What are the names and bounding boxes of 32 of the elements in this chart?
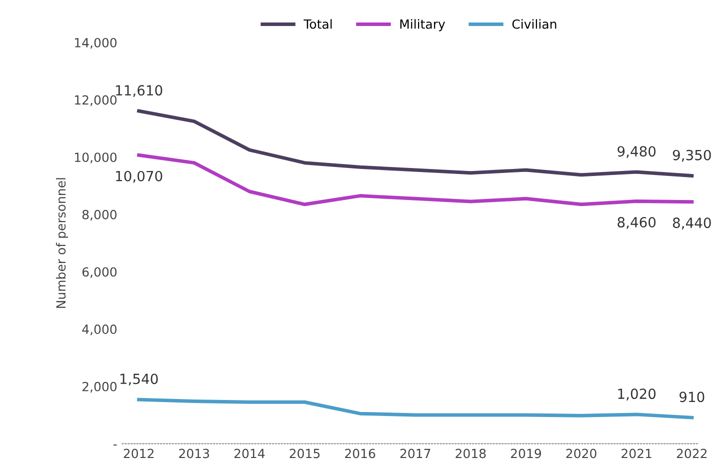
y-tick-label: 10,000 bbox=[75, 152, 117, 164]
x-tick-label: 2015 bbox=[290, 448, 320, 458]
x-tick-label: 2022 bbox=[676, 448, 707, 458]
legend-label: Civilian bbox=[512, 19, 556, 29]
legend-label: Total bbox=[304, 19, 332, 29]
legend-label: Military bbox=[400, 19, 446, 32]
annotation: 1,540 bbox=[120, 374, 158, 386]
annotation: 9,350 bbox=[672, 150, 711, 162]
x-tick-label: 2016 bbox=[345, 448, 376, 458]
y-tick-label: 4,000 bbox=[82, 324, 117, 336]
x-tick-label: 2020 bbox=[566, 448, 596, 458]
y-tick-label: 6,000 bbox=[82, 267, 117, 278]
x-tick-label: 2013 bbox=[179, 448, 210, 458]
y-tick-label: 2,000 bbox=[82, 382, 117, 393]
y-tick-label: - bbox=[113, 444, 117, 446]
y-tick-label: 8,000 bbox=[82, 210, 117, 221]
x-tick-label: 2014 bbox=[234, 448, 265, 458]
x-tick-label: 2012 bbox=[124, 448, 154, 458]
annotation: 1,020 bbox=[618, 388, 656, 400]
x-tick-label: 2019 bbox=[510, 448, 542, 458]
annotation: 9,480 bbox=[618, 146, 656, 158]
annotation: 10,070 bbox=[116, 170, 162, 183]
annotation: 8,460 bbox=[618, 216, 656, 229]
x-tick-label: 2021 bbox=[622, 448, 652, 458]
x-tick-label: 2018 bbox=[456, 448, 486, 458]
y-tick-label: 12,000 bbox=[75, 95, 117, 106]
y-axis-title: Number of personnel bbox=[56, 178, 68, 308]
annotation: 11,610 bbox=[116, 85, 162, 97]
x-tick-label: 2017 bbox=[400, 448, 430, 458]
y-tick-label: 14,000 bbox=[75, 38, 117, 49]
annotation: 8,440 bbox=[672, 218, 711, 230]
annotation: 910 bbox=[680, 392, 704, 402]
